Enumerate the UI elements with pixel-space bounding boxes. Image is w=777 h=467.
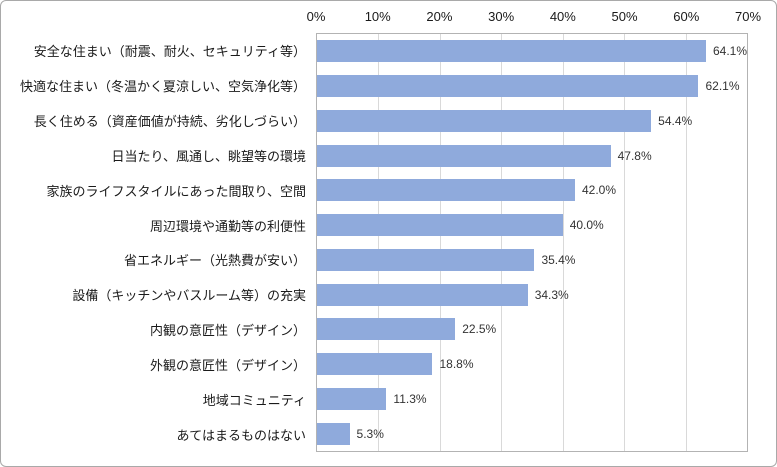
category-label: 省エネルギー（光熱費が安い） — [123, 253, 306, 269]
bar-row: 62.1% — [317, 69, 747, 104]
plot-area: 64.1% 62.1% 54.4% 47.8% 42.0% 40.0% 35.4% 34.3%… — [316, 33, 748, 452]
category-label: 日当たり、風通し、眺望等の環境 — [111, 148, 306, 164]
bar-row: 18.8% — [317, 347, 747, 382]
category-label: 長く住める（資産価値が持続、劣化しづらい） — [33, 113, 306, 129]
value-label: 18.8% — [439, 357, 474, 372]
value-label: 42.0% — [582, 183, 617, 198]
bar-row: 42.0% — [317, 173, 747, 208]
bar — [317, 283, 528, 306]
category-label: あてはまるものはない — [176, 428, 306, 444]
value-label: 22.5% — [462, 322, 497, 337]
x-axis-tick: 50% — [611, 9, 638, 24]
category-label: 地域コミュニティ — [202, 393, 306, 409]
bar — [317, 179, 575, 202]
value-label: 47.8% — [617, 148, 652, 163]
x-axis-tick: 0% — [306, 9, 326, 24]
bar-row: 54.4% — [317, 104, 747, 139]
category-label: 設備（キッチンやバスルーム等）の充実 — [72, 288, 306, 304]
x-axis-row: 0% 10% 20% 30% 40% 50% 60% 70% — [11, 7, 761, 33]
x-axis-tick: 20% — [426, 9, 453, 24]
bar — [317, 109, 652, 132]
bar — [317, 422, 350, 445]
category-label: 内観の意匠性（デザイン） — [149, 323, 306, 339]
bar — [317, 353, 433, 376]
value-label: 40.0% — [569, 218, 604, 233]
bar-row: 5.3% — [317, 416, 747, 451]
bar — [317, 248, 535, 271]
value-label: 54.4% — [658, 113, 693, 128]
category-label: 外観の意匠性（デザイン） — [149, 358, 306, 374]
value-label: 34.3% — [534, 287, 569, 302]
bar-row: 11.3% — [317, 382, 747, 417]
value-label: 64.1% — [712, 44, 747, 59]
chart-body: 安全な住まい（耐震、耐火、セキュリティ等） 快適な住まい（冬温かく夏涼しい、空気浄… — [11, 33, 748, 452]
bar-row: 34.3% — [317, 277, 747, 312]
bar-row: 64.1% — [317, 34, 747, 69]
axis-spacer — [11, 7, 316, 33]
category-label: 安全な住まい（耐震、耐火、セキュリティ等） — [33, 43, 306, 59]
labels-column: 安全な住まい（耐震、耐火、セキュリティ等） 快適な住まい（冬温かく夏涼しい、空気浄… — [11, 33, 316, 452]
bar — [317, 40, 706, 63]
value-label: 11.3% — [393, 391, 427, 406]
value-label: 5.3% — [356, 426, 384, 441]
bars-column: 64.1% 62.1% 54.4% 47.8% 42.0% 40.0% 35.4% 34.3%… — [317, 34, 747, 451]
value-label: 35.4% — [541, 252, 576, 267]
category-label: 家族のライフスタイルにあった間取り、空間 — [46, 183, 306, 199]
bar — [317, 387, 387, 410]
x-axis: 0% 10% 20% 30% 40% 50% 60% 70% — [307, 7, 761, 33]
bar — [317, 214, 563, 237]
bar-row: 47.8% — [317, 138, 747, 173]
x-axis-tick: 30% — [488, 9, 515, 24]
x-axis-tick: 10% — [364, 9, 391, 24]
x-axis-tick: 70% — [734, 9, 762, 24]
bar-row: 35.4% — [317, 243, 747, 278]
x-axis-tick: 40% — [549, 9, 576, 24]
bar — [317, 144, 611, 167]
bar — [317, 318, 456, 341]
x-axis-tick: 60% — [673, 9, 700, 24]
value-label: 62.1% — [705, 79, 740, 94]
bar-row: 40.0% — [317, 208, 747, 243]
category-label: 周辺環境や通勤等の利便性 — [149, 218, 306, 234]
bar-row: 22.5% — [317, 312, 747, 347]
category-label: 快適な住まい（冬温かく夏涼しい、空気浄化等） — [19, 78, 306, 94]
bar — [317, 75, 699, 98]
